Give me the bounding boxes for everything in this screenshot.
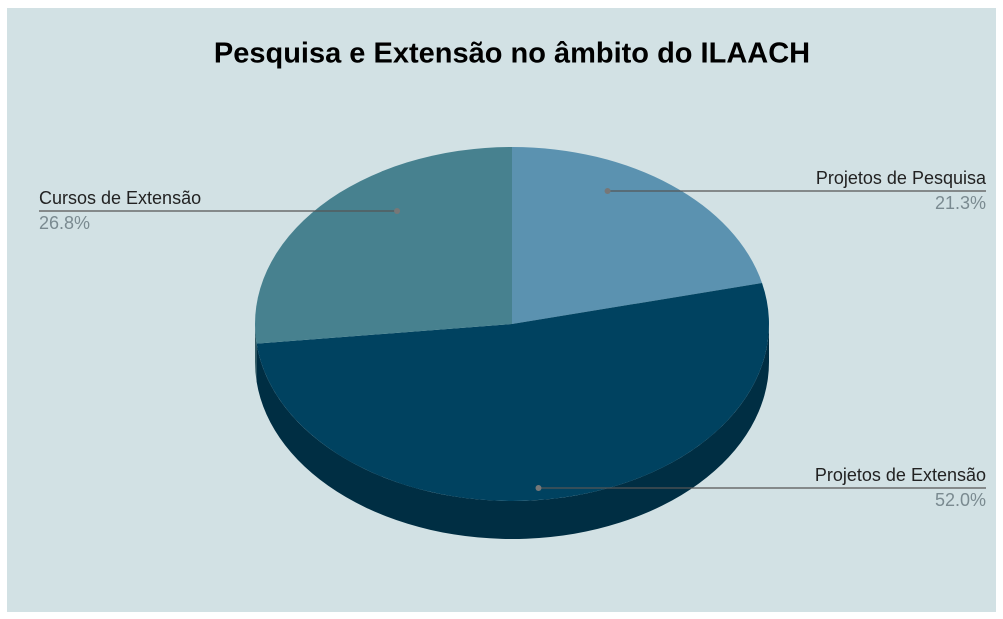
pie-side <box>255 324 257 382</box>
slice-value-label: 21.3% <box>935 193 986 213</box>
leader-dot <box>535 485 542 491</box>
slice-value-label: 26.8% <box>39 213 90 233</box>
slice-label: Cursos de Extensão <box>39 188 201 208</box>
slice-label: Projetos de Pesquisa <box>816 168 987 188</box>
chart-title: Pesquisa e Extensão no âmbito do ILAACH <box>214 38 810 70</box>
leader-dot <box>394 208 401 214</box>
pie-slice <box>512 147 763 324</box>
leader-dot <box>604 188 611 194</box>
pie-slice <box>254 147 512 344</box>
pie-slice <box>256 282 770 502</box>
pie-side <box>256 324 769 539</box>
slice-label: Projetos de Extensão <box>815 465 986 485</box>
slice-value-label: 52.0% <box>935 490 986 510</box>
